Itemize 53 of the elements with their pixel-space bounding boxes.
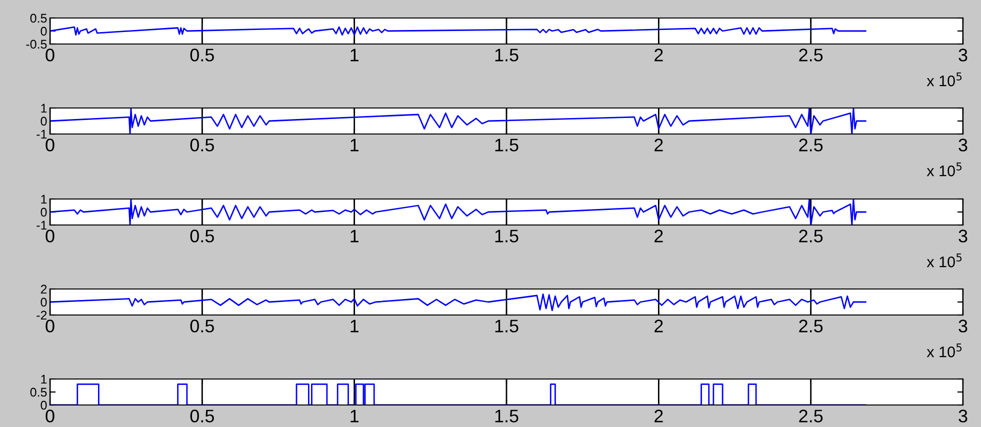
- y-tick-label: 1: [41, 194, 47, 204]
- text: x 10$^{5}$: [926, 344, 962, 358]
- text: x 10$^{5}$: [926, 72, 962, 86]
- y-tick-label: 0: [40, 400, 47, 410]
- x-tick-label: 2: [654, 230, 663, 242]
- y-tick-label: -0.5: [26, 40, 47, 49]
- x-tick-label: 3: [958, 230, 968, 242]
- x-tick-label: 3: [958, 410, 968, 422]
- x-tick-label: 0.5: [190, 138, 214, 152]
- x-tick-label: 1.5: [495, 320, 518, 332]
- x-tick-label: 2: [654, 48, 663, 62]
- x-tick-label: 2.5: [799, 48, 823, 62]
- y-tick-label: 0: [40, 298, 47, 307]
- x-tick-label: 2.5: [799, 320, 823, 332]
- y-tick-label: 1: [41, 104, 47, 113]
- y-tick-label: 0: [40, 208, 47, 217]
- y-tick-label: 0: [40, 26, 47, 36]
- y-tick-label: 0: [40, 116, 47, 126]
- x-tick-label: 1: [350, 230, 358, 242]
- y-tick-label: 0.5: [30, 14, 47, 23]
- x-tick-label: 0.5: [190, 230, 214, 242]
- x-tick-label: 2.5: [799, 230, 823, 242]
- text: x 10$^{5}$: [926, 254, 962, 268]
- x-tick-label: 1.5: [495, 230, 518, 242]
- x-tick-label: 1: [350, 320, 358, 332]
- x-tick-label: 3: [958, 138, 968, 152]
- y-tick-label: -1: [36, 130, 47, 139]
- text: x 10$^{5}$: [926, 162, 962, 176]
- x-tick-label: 1.5: [495, 138, 518, 152]
- x-tick-label: 2: [654, 410, 663, 422]
- y-tick-label: 1: [41, 374, 47, 384]
- x-tick-label: 2: [654, 138, 663, 152]
- x-tick-label: 0.5: [190, 320, 214, 332]
- x-tick-label: 0.5: [190, 48, 214, 62]
- x-tick-label: 1.5: [495, 410, 518, 422]
- line-series: [50, 199, 866, 225]
- x-tick-label: 2.5: [799, 138, 823, 152]
- y-tick-label: 2: [40, 284, 47, 294]
- x-tick-label: 2.5: [799, 410, 823, 422]
- x-tick-label: 3: [958, 320, 968, 332]
- x-tick-label: 1: [350, 48, 358, 62]
- x-tick-label: 0.5: [190, 410, 214, 422]
- x-tick-label: 3: [958, 48, 968, 62]
- x-tick-label: 1: [350, 138, 358, 152]
- x-tick-label: 1.5: [495, 48, 518, 62]
- y-tick-label: -1: [36, 220, 47, 230]
- y-tick-label: 0.5: [30, 388, 47, 397]
- line-series: [50, 108, 866, 134]
- x-tick-label: 1: [350, 410, 358, 422]
- line-series: [50, 294, 866, 312]
- x-tick-label: 2: [654, 320, 663, 332]
- line-series: [50, 26, 866, 36]
- y-tick-label: -2: [36, 310, 47, 320]
